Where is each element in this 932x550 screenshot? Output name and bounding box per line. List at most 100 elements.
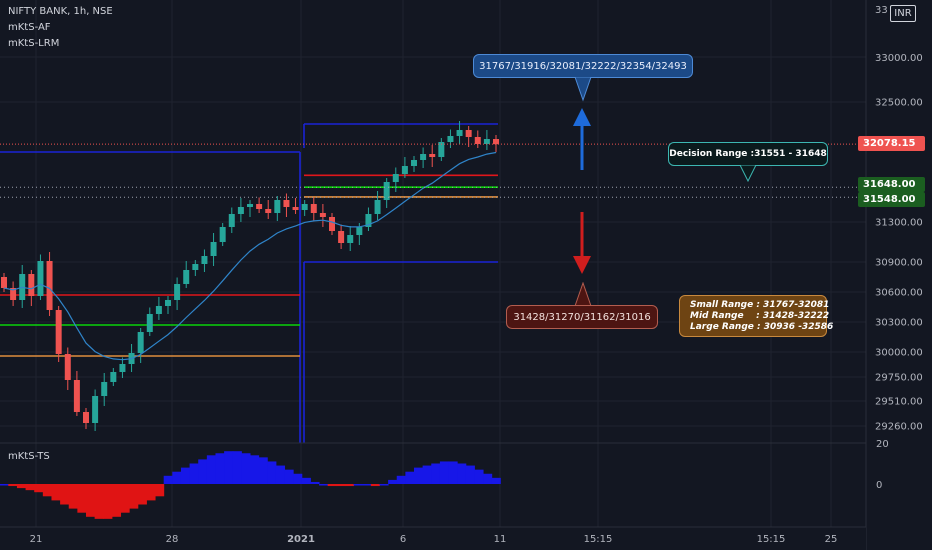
decision-high-tag[interactable]: 31648.00 bbox=[858, 177, 925, 192]
histogram-bar bbox=[172, 471, 182, 484]
histogram-bar bbox=[86, 484, 96, 517]
time-tick-label: 25 bbox=[825, 534, 838, 545]
candle bbox=[401, 166, 408, 174]
candle bbox=[174, 284, 181, 300]
down-arrow-icon bbox=[573, 212, 591, 274]
histogram-bar bbox=[491, 477, 501, 484]
histogram-bar bbox=[163, 475, 173, 484]
candle bbox=[137, 332, 144, 353]
histogram-bar bbox=[362, 484, 372, 486]
price-axis[interactable]: 32500.00 31300.00 30900.00 30600.00 30300.00… bbox=[875, 5, 923, 491]
histogram-bar bbox=[180, 467, 191, 484]
candle bbox=[356, 227, 363, 235]
histogram-bar bbox=[68, 484, 78, 509]
candle bbox=[438, 142, 445, 157]
symbol-legend[interactable]: NIFTY BANK, 1h, NSE bbox=[8, 6, 113, 17]
indicator-legend-lrm[interactable]: mKtS-LRM bbox=[8, 38, 60, 49]
candle bbox=[483, 139, 490, 144]
candle bbox=[338, 231, 345, 243]
time-tick-label: 11 bbox=[494, 534, 507, 545]
bull-targets-callout[interactable]: 31767/31916/32081/32222/32354/32493 bbox=[473, 54, 693, 78]
histogram-bar bbox=[405, 471, 415, 484]
indicator-legend-af[interactable]: mKtS-AF bbox=[8, 22, 51, 33]
candle bbox=[329, 217, 335, 231]
candle bbox=[465, 130, 472, 137]
candle bbox=[447, 136, 454, 142]
histogram-bar bbox=[34, 484, 44, 493]
ts-histogram bbox=[0, 451, 501, 519]
ranges-callout[interactable]: Small Range : 31767-32081 Mid Range : 31… bbox=[679, 295, 833, 337]
candle bbox=[247, 204, 253, 207]
histogram-bar bbox=[146, 484, 156, 501]
candle bbox=[474, 137, 481, 144]
histogram-bar bbox=[310, 481, 320, 484]
price-tick-label: 31300.00 bbox=[875, 218, 923, 229]
histogram-bar bbox=[379, 484, 389, 486]
histogram-bar bbox=[431, 463, 441, 484]
histogram-bar bbox=[319, 484, 329, 486]
price-tick-label: 32500.00 bbox=[875, 98, 923, 109]
histogram-bar bbox=[60, 484, 70, 505]
histogram-bar bbox=[267, 461, 277, 484]
candle bbox=[411, 160, 417, 166]
candle bbox=[301, 204, 308, 210]
candle bbox=[201, 256, 208, 264]
time-axis[interactable]: 21 28 2021 6 11 15:15 15:15 25 bbox=[0, 526, 866, 550]
decision-callout-pointer bbox=[739, 165, 757, 183]
candle bbox=[365, 214, 372, 227]
histogram-bar bbox=[483, 473, 493, 484]
candle bbox=[46, 261, 53, 310]
time-tick-label: 6 bbox=[400, 534, 406, 545]
candle bbox=[319, 213, 326, 217]
histogram-bar bbox=[42, 484, 52, 497]
price-tick-label: 29750.00 bbox=[875, 373, 923, 384]
price-tick-label: 30600.00 bbox=[875, 288, 923, 299]
pane-tick-label: 20 bbox=[876, 439, 889, 450]
candle bbox=[292, 207, 299, 210]
indicator-legend-ts[interactable]: mKtS-TS bbox=[8, 451, 50, 462]
candle bbox=[274, 200, 281, 213]
decision-low-tag[interactable]: 31548.00 bbox=[858, 192, 925, 207]
time-tick-label: 15:15 bbox=[757, 534, 786, 545]
candle bbox=[10, 288, 17, 300]
bear-callout-pointer bbox=[574, 282, 592, 307]
histogram-bar bbox=[439, 461, 450, 484]
candle bbox=[256, 204, 263, 209]
current-price-tag[interactable]: 32078.15 bbox=[858, 136, 925, 151]
bear-targets-callout[interactable]: 31428/31270/31162/31016 bbox=[506, 305, 658, 329]
currency-badge[interactable]: INR bbox=[890, 5, 916, 22]
histogram-bar bbox=[189, 463, 199, 484]
histogram-bar bbox=[301, 477, 311, 484]
time-tick-label: 15:15 bbox=[584, 534, 613, 545]
histogram-bar bbox=[155, 484, 165, 497]
candle bbox=[183, 270, 190, 284]
histogram-bar bbox=[370, 484, 380, 487]
histogram-bar bbox=[353, 484, 363, 486]
candle bbox=[119, 364, 126, 372]
candle bbox=[37, 261, 44, 296]
candle bbox=[110, 372, 117, 382]
histogram-bar bbox=[137, 484, 147, 505]
candle bbox=[155, 306, 162, 314]
candle bbox=[165, 300, 171, 306]
time-tick-label: 21 bbox=[30, 534, 43, 545]
candle bbox=[92, 396, 99, 423]
histogram-bar bbox=[275, 465, 286, 484]
histogram-bar bbox=[8, 484, 18, 487]
small-range-text: Small Range : 31767-32081 bbox=[690, 299, 830, 310]
candle bbox=[210, 242, 217, 256]
decision-range-callout[interactable]: Decision Range :31551 - 31648 bbox=[668, 142, 828, 166]
moving-average-line bbox=[3, 151, 497, 361]
histogram-bar bbox=[51, 484, 61, 501]
candle bbox=[55, 310, 62, 354]
candle bbox=[347, 235, 354, 243]
candle bbox=[383, 182, 390, 200]
time-axis-bg bbox=[0, 527, 866, 550]
histogram-bar bbox=[206, 455, 216, 484]
histogram-bar bbox=[465, 465, 475, 484]
price-tick-label: 29260.00 bbox=[875, 422, 923, 433]
histogram-bar bbox=[448, 461, 458, 484]
candle bbox=[392, 174, 399, 182]
candle bbox=[310, 204, 317, 213]
